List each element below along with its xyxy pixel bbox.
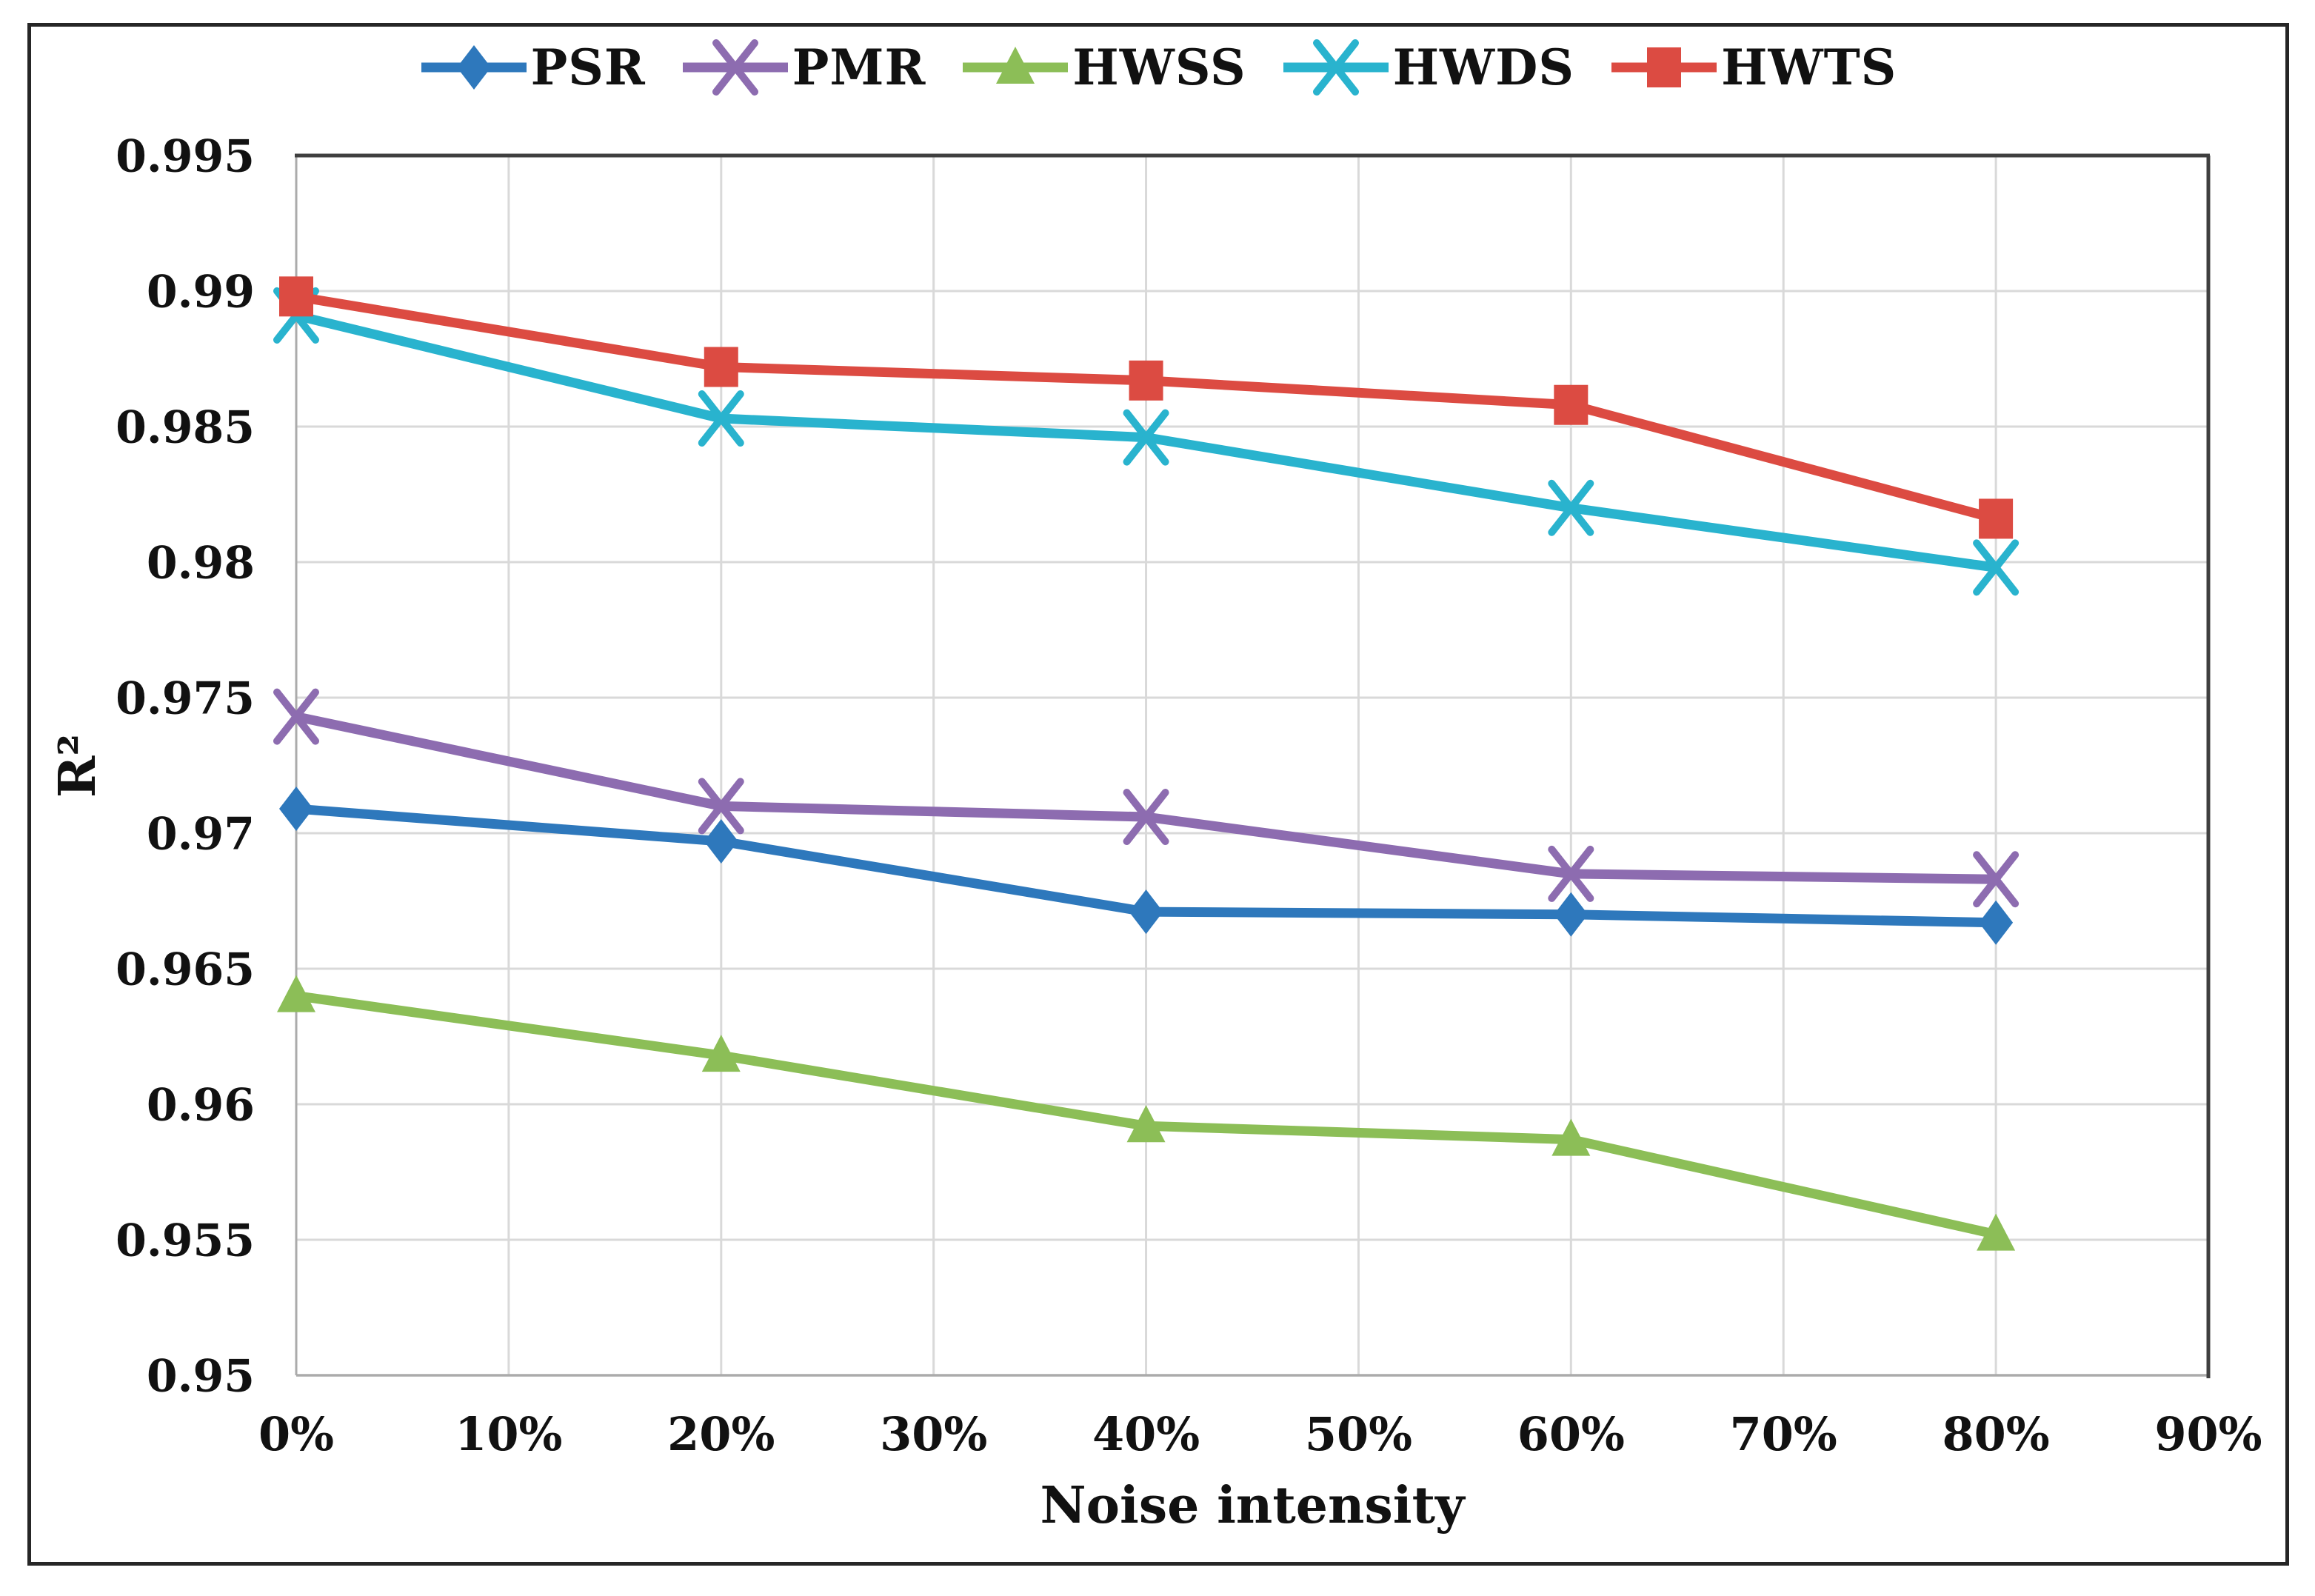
marker-HWSS-80% <box>1977 1213 2016 1251</box>
marker-PSR-60% <box>1554 892 1589 937</box>
marker-HWDS-80% <box>1973 539 2020 596</box>
hwss-legend-marker <box>963 47 1069 84</box>
hwds-legend-marker <box>1283 39 1389 96</box>
y-tick-label: 0.975 <box>116 673 255 725</box>
pmr-legend-marker <box>682 39 788 96</box>
marker-HWDS-20% <box>698 390 744 447</box>
y-axis-title: R² <box>48 734 107 798</box>
x-tick-label: 30% <box>880 1407 987 1461</box>
marker-HWSS-20% <box>701 1035 741 1072</box>
marker-HWTS-0% <box>279 276 313 317</box>
y-tick-label: 0.97 <box>147 809 255 861</box>
series-lines <box>273 276 2020 1251</box>
x-tick-label: 40% <box>1092 1407 1200 1461</box>
legend-label-HWTS: HWTS <box>1721 39 1897 96</box>
legend-marker-glyph <box>712 39 758 96</box>
hwts-legend-marker <box>1611 47 1717 87</box>
legend: PSR PMR HWSS HWDS HWTS <box>0 34 2315 101</box>
marker-HWSS-0% <box>277 975 315 1012</box>
legend-marker-glyph <box>1312 39 1359 96</box>
legend-item-PSR: PSR <box>418 34 646 101</box>
x-tick-label: 80% <box>1942 1407 2050 1461</box>
x-tick-label: 0% <box>258 1407 334 1461</box>
legend-item-HWTS: HWTS <box>1609 34 1897 101</box>
marker-PMR-80% <box>1973 851 2020 908</box>
legend-item-HWDS: HWDS <box>1280 34 1574 101</box>
legend-item-PMR: PMR <box>680 34 926 101</box>
y-tick-label: 0.96 <box>147 1080 255 1132</box>
marker-PSR-40% <box>1129 889 1163 935</box>
x-tick-label: 60% <box>1517 1407 1625 1461</box>
psr-legend-marker <box>421 45 527 90</box>
legend-item-HWSS: HWSS <box>960 34 1246 101</box>
series-HWSS <box>277 975 2016 1251</box>
legend-marker-glyph <box>1647 47 1682 87</box>
marker-PSR-20% <box>704 818 738 864</box>
marker-HWSS-60% <box>1551 1118 1591 1156</box>
series-HWTS <box>279 276 2014 539</box>
marker-HWTS-60% <box>1554 384 1589 425</box>
marker-PMR-0% <box>273 688 319 745</box>
y-tick-label: 0.98 <box>147 538 255 590</box>
y-tick-label: 0.985 <box>116 402 255 454</box>
legend-marker-glyph <box>456 45 491 90</box>
legend-label-HWDS: HWDS <box>1392 39 1575 96</box>
marker-HWDS-40% <box>1123 409 1169 466</box>
marker-PMR-20% <box>698 778 744 835</box>
y-tick-label: 0.95 <box>147 1351 255 1403</box>
marker-PMR-40% <box>1123 789 1169 846</box>
marker-PSR-0% <box>279 787 313 832</box>
x-tick-label: 50% <box>1305 1407 1412 1461</box>
x-tick-label: 90% <box>2154 1407 2262 1461</box>
series-PMR <box>273 688 2020 908</box>
y-tick-label: 0.99 <box>147 267 255 318</box>
gridlines <box>296 156 2208 1375</box>
marker-PSR-80% <box>1979 900 2014 945</box>
legend-label-PSR: PSR <box>530 39 646 96</box>
x-tick-label: 10% <box>455 1407 562 1461</box>
legend-label-HWSS: HWSS <box>1072 39 1246 96</box>
x-tick-label: 20% <box>667 1407 775 1461</box>
marker-HWSS-40% <box>1126 1105 1166 1143</box>
marker-HWTS-80% <box>1979 498 2014 539</box>
y-tick-labels: 0.995 0.99 0.985 0.98 0.975 0.97 0.965 0.96 0.95… <box>116 131 255 1403</box>
marker-HWTS-40% <box>1129 360 1163 401</box>
series-PSR <box>279 787 2014 945</box>
y-tick-label: 0.955 <box>116 1215 255 1267</box>
y-tick-label: 0.995 <box>116 131 255 183</box>
x-tick-label: 70% <box>1730 1407 1837 1461</box>
marker-HWTS-20% <box>704 347 738 387</box>
marker-HWDS-60% <box>1548 479 1594 536</box>
legend-marker-glyph <box>996 47 1035 84</box>
plot-frame <box>295 153 2211 1378</box>
y-tick-label: 0.965 <box>116 944 255 996</box>
legend-label-PMR: PMR <box>792 39 926 96</box>
x-tick-labels: 0% 10% 20% 30% 40% 50% 60% 70% 80% 90% <box>258 1407 2262 1461</box>
series-HWDS <box>273 287 2020 596</box>
x-axis-title: Noise intensity <box>1040 1476 1466 1535</box>
marker-PMR-60% <box>1548 845 1594 902</box>
